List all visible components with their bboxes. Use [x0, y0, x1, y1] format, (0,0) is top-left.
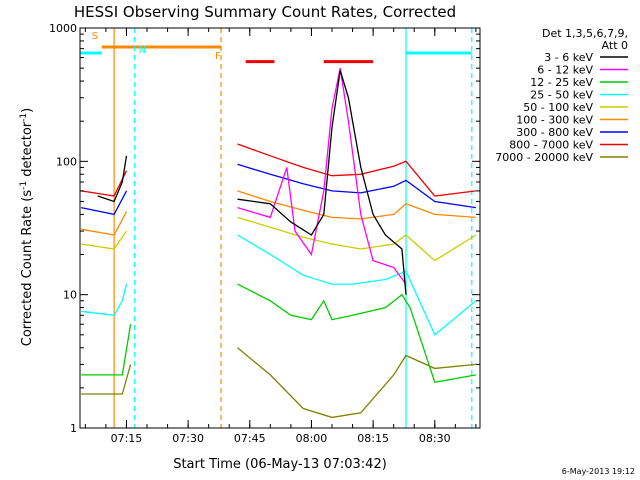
series-line-8-0 — [81, 364, 132, 395]
x-tick-label-5: 08:30 — [419, 432, 451, 445]
x-axis-label: Start Time (06-May-13 07:03:42) — [173, 457, 387, 472]
y-tick-label-1: 10 — [63, 289, 77, 302]
legend-label-3: 25 - 50 keV — [530, 89, 593, 102]
flag-s: S — [92, 31, 98, 42]
legend-header-1: Det 1,3,5,6,7,9, — [542, 27, 628, 40]
series-line-7-0 — [81, 170, 128, 197]
series-line-5-1 — [237, 190, 476, 220]
plot-area: S N F 1 10 100 1000 07:15 07:30 07:45 08:00 08:15 08… — [49, 22, 481, 445]
x-tick-label-0: 07:15 — [111, 432, 143, 445]
flag-n: N — [139, 45, 146, 56]
y-tick-label-0: 1 — [70, 422, 77, 435]
series-line-7-1 — [237, 143, 476, 197]
series-line-0-1 — [237, 70, 407, 295]
y-axis-label: Corrected Count Rate (s-1 detector-1) — [19, 108, 35, 346]
legend-label-2: 12 - 25 keV — [530, 76, 593, 89]
series-line-3-1 — [237, 234, 477, 336]
series-line-0-0 — [97, 155, 128, 203]
x-tick-label-4: 08:15 — [357, 432, 389, 445]
flag-f: F — [215, 51, 221, 62]
series-line-6-1 — [237, 163, 476, 209]
chart-title: HESSI Observing Summary Count Rates, Cor… — [74, 3, 456, 21]
legend-label-6: 300 - 800 keV — [516, 126, 593, 139]
series-line-2-1 — [237, 283, 477, 384]
y-tick-label-2: 100 — [56, 155, 77, 168]
legend-label-8: 7000 - 20000 keV — [495, 151, 593, 164]
x-tick-label-3: 08:00 — [296, 432, 328, 445]
legend-label-4: 50 - 100 keV — [523, 101, 593, 114]
legend-label-7: 800 - 7000 keV — [509, 139, 593, 152]
plot-frame — [79, 27, 481, 429]
series-line-4-0 — [81, 230, 128, 250]
series-line-4-1 — [237, 216, 477, 262]
series-line-8-1 — [237, 347, 476, 419]
legend-label-0: 3 - 6 keV — [544, 51, 593, 64]
legend-header-2: Att 0 — [602, 39, 628, 52]
series-line-5-0 — [81, 211, 128, 236]
series-line-2-0 — [81, 324, 132, 376]
series-line-3-0 — [81, 283, 128, 316]
y-tick-label-3: 1000 — [49, 22, 77, 35]
series-line-1-0 — [237, 67, 407, 285]
x-tick-label-2: 07:45 — [234, 432, 266, 445]
legend-label-5: 100 - 300 keV — [516, 114, 593, 127]
legend-label-1: 6 - 12 keV — [537, 64, 593, 77]
x-tick-label-1: 07:30 — [172, 432, 204, 445]
footer-timestamp: 6-May-2013 19:12 — [562, 467, 635, 476]
svg-text:Corrected Count Rate (s-1 dete: Corrected Count Rate (s-1 detector-1) — [19, 108, 35, 346]
series-line-6-0 — [81, 190, 128, 216]
